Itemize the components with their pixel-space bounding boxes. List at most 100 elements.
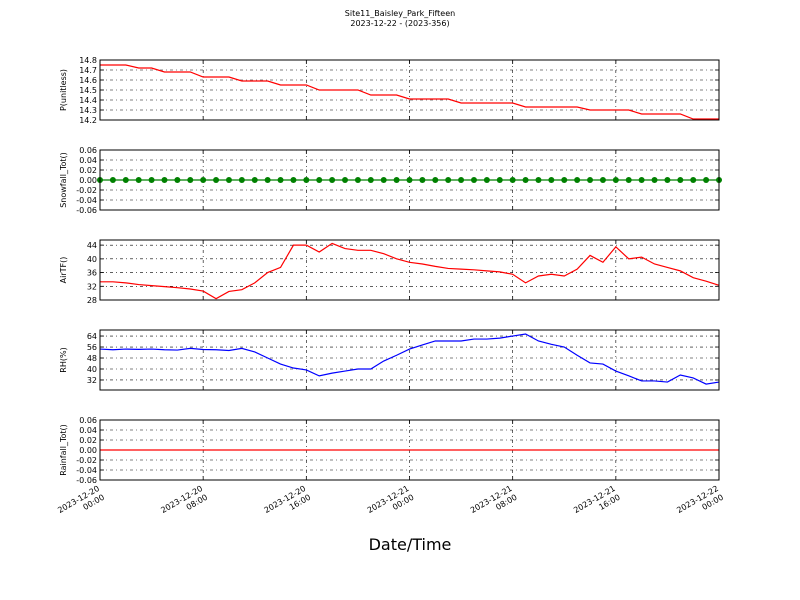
data-point bbox=[225, 177, 232, 183]
x-tick-label: 2023-12-2016:00 bbox=[263, 484, 313, 524]
y-tick-label: 48 bbox=[87, 354, 97, 363]
data-point bbox=[303, 177, 310, 183]
y-tick-label: 36 bbox=[87, 269, 97, 278]
y-axis-label: AirTF() bbox=[59, 257, 68, 284]
data-point bbox=[690, 177, 697, 183]
data-point bbox=[161, 177, 168, 183]
figure-subtitle: 2023-12-22 - (2023-356) bbox=[350, 19, 449, 28]
data-point bbox=[587, 177, 594, 183]
y-tick-label: 40 bbox=[87, 255, 97, 264]
data-point bbox=[200, 177, 207, 183]
y-tick-label: -0.02 bbox=[76, 456, 97, 465]
data-point bbox=[548, 177, 555, 183]
y-tick-label: 44 bbox=[87, 241, 97, 250]
y-tick-label: 14.7 bbox=[79, 66, 97, 75]
data-point bbox=[393, 177, 400, 183]
data-point bbox=[664, 177, 671, 183]
data-point bbox=[342, 177, 349, 183]
x-tick-label: 2023-12-2008:00 bbox=[159, 484, 209, 524]
data-point bbox=[638, 177, 645, 183]
data-line bbox=[100, 242, 720, 300]
x-axis-label: Date/Time bbox=[369, 535, 452, 554]
data-point bbox=[509, 177, 516, 183]
data-point bbox=[470, 177, 477, 183]
data-point bbox=[406, 177, 413, 183]
x-tick-label-group: 2023-12-2100:00 bbox=[366, 484, 416, 524]
data-point bbox=[213, 177, 220, 183]
data-point bbox=[251, 177, 258, 183]
y-tick-label: 0.04 bbox=[79, 156, 97, 165]
y-tick-label: 0.06 bbox=[79, 146, 97, 155]
data-point bbox=[354, 177, 361, 183]
data-point bbox=[625, 177, 632, 183]
data-point bbox=[380, 177, 387, 183]
data-point bbox=[367, 177, 374, 183]
data-point bbox=[677, 177, 684, 183]
data-point bbox=[174, 177, 181, 183]
data-point bbox=[445, 177, 452, 183]
data-point bbox=[316, 177, 323, 183]
y-tick-label: 32 bbox=[87, 282, 97, 291]
y-tick-label: 0.02 bbox=[79, 436, 97, 445]
data-point bbox=[483, 177, 490, 183]
y-axis-label: Snowfall_Tot() bbox=[59, 152, 68, 208]
y-tick-label: 14.2 bbox=[79, 116, 97, 125]
x-tick-label-group: 2023-12-2108:00 bbox=[469, 484, 519, 524]
data-line bbox=[100, 64, 719, 120]
x-tick-label-group: 2023-12-2200:00 bbox=[675, 484, 725, 524]
y-tick-label: -0.06 bbox=[76, 476, 97, 485]
data-line bbox=[99, 333, 720, 385]
data-point bbox=[612, 177, 619, 183]
y-tick-label: -0.04 bbox=[76, 196, 97, 205]
y-tick-label: 32 bbox=[87, 376, 97, 385]
data-point bbox=[264, 177, 271, 183]
y-tick-label: 14.5 bbox=[79, 86, 97, 95]
plot-frame bbox=[99, 329, 720, 391]
plot-frame bbox=[99, 419, 720, 481]
data-point bbox=[574, 177, 581, 183]
plot-frame bbox=[99, 149, 720, 211]
data-point bbox=[599, 177, 606, 183]
y-tick-label: 56 bbox=[87, 343, 97, 352]
data-point bbox=[496, 177, 503, 183]
data-point bbox=[522, 177, 529, 183]
x-tick-label: 2023-12-2108:00 bbox=[469, 484, 519, 524]
data-point bbox=[703, 177, 710, 183]
y-tick-label: -0.02 bbox=[76, 186, 97, 195]
plot-frame bbox=[99, 59, 720, 121]
data-point bbox=[148, 177, 155, 183]
plot-frame bbox=[99, 239, 720, 301]
data-point bbox=[109, 177, 116, 183]
x-tick-label-group: 2023-12-2116:00 bbox=[572, 484, 622, 524]
y-tick-label: -0.04 bbox=[76, 466, 97, 475]
data-point bbox=[122, 177, 129, 183]
y-tick-label: 14.3 bbox=[79, 106, 97, 115]
y-tick-label: 14.8 bbox=[79, 56, 97, 65]
x-tick-label: 2023-12-2116:00 bbox=[572, 484, 622, 524]
data-point bbox=[329, 177, 336, 183]
data-point bbox=[277, 177, 284, 183]
data-point bbox=[561, 177, 568, 183]
data-point bbox=[651, 177, 658, 183]
y-tick-label: 0.00 bbox=[79, 176, 97, 185]
data-point bbox=[290, 177, 297, 183]
y-tick-label: 0.04 bbox=[79, 426, 97, 435]
y-tick-label: 28 bbox=[87, 296, 97, 305]
figure-title: Site11_Baisley_Park_Fifteen bbox=[345, 9, 455, 18]
y-axis-label: Rainfall_Tot() bbox=[59, 424, 68, 476]
x-tick-label: 2023-12-2200:00 bbox=[675, 484, 725, 524]
x-tick-label-group: 2023-12-2008:00 bbox=[159, 484, 209, 524]
data-point bbox=[458, 177, 465, 183]
x-tick-label-group: 2023-12-2000:00 bbox=[56, 484, 106, 515]
x-tick-label-group: 2023-12-2016:00 bbox=[263, 484, 313, 524]
y-tick-label: 64 bbox=[87, 332, 97, 341]
data-point bbox=[187, 177, 194, 183]
y-tick-label: -0.06 bbox=[76, 206, 97, 215]
data-point bbox=[419, 177, 426, 183]
data-point bbox=[238, 177, 245, 183]
y-tick-label: 14.6 bbox=[79, 76, 97, 85]
y-axis-label: RH(%) bbox=[59, 347, 68, 372]
y-tick-label: 40 bbox=[87, 365, 97, 374]
x-tick-label: 2023-12-2100:00 bbox=[366, 484, 416, 524]
